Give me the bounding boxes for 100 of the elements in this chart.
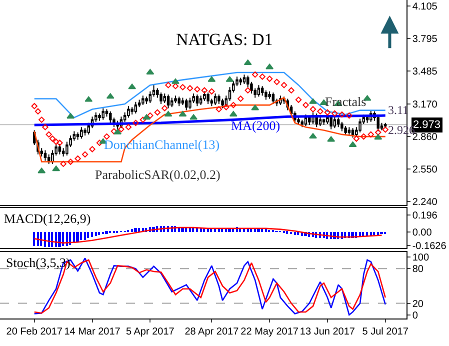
- candlestick: [206, 92, 210, 104]
- x-tick-label: 20 Feb 2017: [6, 326, 63, 338]
- candlestick: [184, 98, 188, 111]
- candlestick: [336, 117, 340, 128]
- series-label: MA(200): [231, 118, 280, 133]
- candlestick: [268, 90, 271, 100]
- candlestick: [199, 95, 202, 106]
- point: [360, 133, 367, 140]
- candlestick: [170, 97, 174, 108]
- point: [295, 96, 302, 103]
- y-tick-label: 2.550: [412, 164, 438, 176]
- point: [216, 106, 222, 112]
- candlestick: [322, 118, 326, 126]
- point: [125, 124, 132, 130]
- candlestick: [218, 94, 220, 104]
- point: [42, 124, 48, 130]
- point: [106, 93, 114, 99]
- point: [114, 128, 122, 134]
- y-tick-label: 0: [412, 310, 418, 322]
- candlestick: [102, 108, 105, 120]
- point: [324, 109, 331, 116]
- point: [348, 141, 357, 147]
- point: [244, 87, 251, 94]
- point: [96, 140, 103, 146]
- point: [346, 112, 352, 119]
- point: [317, 108, 324, 114]
- point: [165, 82, 172, 88]
- candlestick: [174, 95, 177, 104]
- point: [238, 96, 244, 102]
- point: [244, 60, 252, 66]
- point: [162, 105, 168, 112]
- point: [208, 88, 215, 94]
- point: [172, 83, 179, 90]
- y-tick-label: 2.240: [412, 197, 438, 208]
- line-series: [34, 72, 386, 118]
- ref-line-label: 2.973: [413, 119, 441, 131]
- point: [226, 76, 234, 82]
- candlestick: [351, 128, 354, 138]
- point: [309, 98, 317, 104]
- point: [180, 84, 186, 90]
- point: [128, 84, 136, 90]
- point: [46, 131, 52, 138]
- point: [186, 85, 194, 92]
- x-tick-label: 5 Jul 2017: [362, 326, 409, 338]
- candlestick: [318, 116, 322, 127]
- candlestick: [358, 118, 362, 133]
- point: [274, 78, 280, 86]
- y-tick-label: 80: [412, 264, 424, 276]
- point: [252, 71, 258, 78]
- y-tick-label: 2.860: [412, 132, 438, 144]
- candlestick: [242, 74, 246, 85]
- point: [118, 126, 124, 132]
- point: [82, 151, 88, 158]
- point: [194, 86, 200, 92]
- point: [259, 74, 266, 80]
- point: [146, 68, 154, 74]
- point: [172, 78, 180, 84]
- x-tick-label: 5 Apr 2017: [126, 326, 175, 338]
- y-tick-label: 3.170: [412, 99, 438, 110]
- point: [280, 82, 288, 88]
- point: [31, 102, 38, 110]
- point: [375, 129, 382, 136]
- candlestick: [272, 92, 275, 104]
- point: [52, 166, 60, 172]
- point: [132, 120, 139, 126]
- chart-title: MACD(12,26,9): [4, 211, 91, 226]
- candlestick: [84, 128, 86, 136]
- point: [147, 112, 154, 119]
- y-tick-label: 0.196: [412, 210, 438, 222]
- x-tick-label: 13 Jun 2017: [300, 326, 356, 338]
- point: [142, 114, 150, 120]
- candlestick: [340, 121, 344, 132]
- point: [49, 136, 56, 142]
- point: [34, 108, 42, 114]
- candlestick: [142, 95, 144, 106]
- point: [251, 104, 260, 110]
- point: [84, 96, 93, 102]
- candlestick: [214, 92, 217, 106]
- candlestick: [108, 110, 112, 124]
- y-tick-label: 3.795: [412, 34, 438, 45]
- candlestick: [239, 77, 242, 86]
- candlestick: [308, 115, 311, 126]
- point: [60, 160, 66, 167]
- point: [201, 87, 208, 94]
- y-tick-label: 4.105: [412, 1, 438, 12]
- candlestick: [166, 94, 170, 109]
- point: [38, 168, 46, 174]
- point: [327, 136, 336, 142]
- point: [310, 106, 316, 112]
- point: [154, 109, 160, 116]
- y-tick-label: 0.00: [412, 227, 432, 238]
- candlestick: [178, 96, 180, 107]
- candlestick: [264, 90, 268, 100]
- point: [208, 76, 216, 82]
- text: NATGAS: D1: [176, 30, 273, 49]
- candlestick: [221, 98, 224, 109]
- candlestick: [260, 86, 264, 96]
- point: [332, 110, 338, 117]
- y-tick-label: 3.485: [412, 66, 438, 78]
- point: [368, 131, 374, 138]
